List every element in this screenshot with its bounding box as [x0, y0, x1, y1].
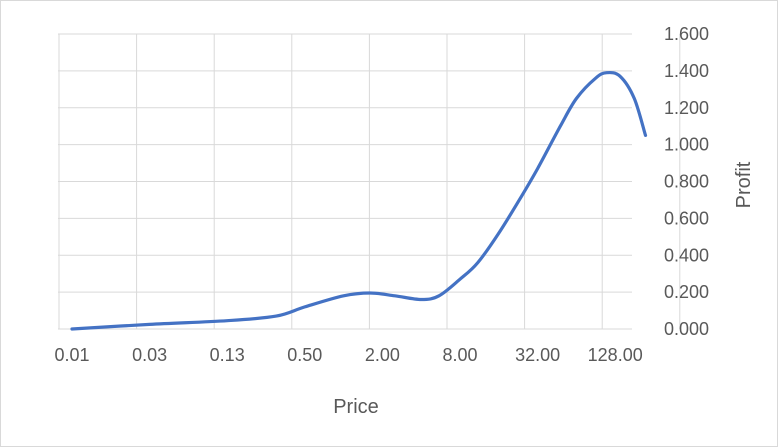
x-tick-label: 0.01 — [54, 345, 89, 365]
series-line — [70, 70, 648, 331]
series-group — [70, 70, 648, 331]
x-tick-labels: 0.01 0.03 0.13 0.50 2.00 8.00 32.00 128.00 — [54, 345, 642, 365]
x-tick-label: 0.50 — [287, 345, 322, 365]
x-tick-label: 128.00 — [588, 345, 643, 365]
x-axis-title: Price — [333, 396, 379, 418]
y-tick-label: 1.000 — [664, 135, 709, 155]
x-tick-label: 0.13 — [210, 345, 245, 365]
y-tick-label: 1.400 — [664, 61, 709, 81]
x-tick-label: 32.00 — [515, 345, 560, 365]
y-tick-label: 1.200 — [664, 98, 709, 118]
x-tick-label: 8.00 — [442, 345, 477, 365]
y-tick-labels: 0.000 0.200 0.400 0.600 0.800 1.000 1.200 1.400… — [664, 24, 709, 339]
y-tick-label: 0.200 — [664, 282, 709, 302]
gridlines — [58, 33, 681, 330]
y-axis-title: Profit — [733, 161, 755, 208]
y-tick-label: 0.600 — [664, 208, 709, 228]
x-tick-label: 0.03 — [132, 345, 167, 365]
x-tick-label: 2.00 — [365, 345, 400, 365]
y-tick-label: 0.800 — [664, 172, 709, 192]
y-tick-label: 0.400 — [664, 245, 709, 265]
y-tick-label: 0.000 — [664, 319, 709, 339]
y-tick-label: 1.600 — [664, 24, 709, 44]
